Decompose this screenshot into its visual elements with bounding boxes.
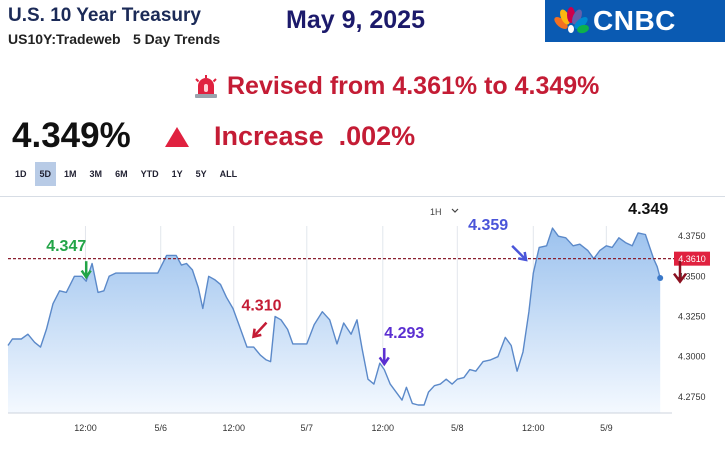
yield-chart: 1H 12:00 5/6 12:00 5/7 12:00 5/8 12:00 5/9 4.3750… <box>0 196 725 433</box>
date-label: May 9, 2025 <box>286 6 425 34</box>
annotation-arrow <box>511 244 528 261</box>
range-tab-5y[interactable]: 5Y <box>195 169 207 179</box>
series-line <box>7 227 661 406</box>
up-triangle-icon <box>165 127 189 147</box>
interval-selector[interactable]: 1H <box>430 207 442 217</box>
reference-label: 4.3610 <box>678 254 706 264</box>
reference-badge <box>674 251 710 266</box>
last-point-marker <box>657 274 664 281</box>
down-arrow-icon <box>673 272 687 284</box>
y-tick-label: 4.3750 <box>678 231 706 241</box>
range-tab-1y[interactable]: 1Y <box>171 169 183 179</box>
last-value-label: 4.349 <box>628 201 668 218</box>
annotation-label: 4.347 <box>46 238 86 255</box>
x-tick-label: 5/9 <box>600 423 613 433</box>
x-tick-label: 5/8 <box>451 423 464 433</box>
x-tick-label: 5/7 <box>301 423 314 433</box>
x-tick-label: 12:00 <box>74 423 97 433</box>
annotation-arrow <box>252 321 268 338</box>
change-text: Increase .002% <box>214 121 416 151</box>
range-tab-6m[interactable]: 6M <box>115 169 128 179</box>
siren-icon <box>195 74 217 98</box>
range-selector: 1D 5D 1M 3M 6M YTD 1Y 5Y ALL <box>10 162 245 186</box>
chevron-down-icon <box>451 208 459 213</box>
annotation-label: 4.310 <box>241 298 281 315</box>
range-tab-all[interactable]: ALL <box>219 169 238 179</box>
arrow-head-icon <box>378 356 390 367</box>
peacock-icon <box>554 7 589 34</box>
x-tick-label: 12:00 <box>372 423 395 433</box>
revision-note: Revised from 4.361% to 4.349% <box>193 72 599 101</box>
y-tick-label: 4.3500 <box>678 271 706 281</box>
y-tick-label: 4.2750 <box>678 392 706 402</box>
annotation-label: 4.293 <box>384 325 424 342</box>
cnbc-logo: CNBC <box>545 0 725 42</box>
y-tick-label: 4.3250 <box>678 312 706 322</box>
annotation-label: 4.359 <box>468 217 508 234</box>
trend-label: 5 Day Trends <box>133 31 221 47</box>
revision-text: Revised from 4.361% to 4.349% <box>227 72 600 100</box>
arrow-head-icon <box>252 328 262 339</box>
y-tick-label: 4.3000 <box>678 352 706 362</box>
range-tab-3m[interactable]: 3M <box>89 169 103 179</box>
x-tick-label: 12:00 <box>222 423 245 433</box>
arrow-head-icon <box>518 251 528 262</box>
series-area <box>8 228 661 413</box>
page-title: U.S. 10 Year Treasury <box>8 5 201 26</box>
range-tab-5d[interactable]: 5D <box>34 162 57 186</box>
ticker-symbol: US10Y:Tradeweb <box>8 31 121 47</box>
logo-text: CNBC <box>593 5 676 36</box>
last-price: 4.349% <box>12 116 131 155</box>
range-tab-ytd[interactable]: YTD <box>140 169 159 179</box>
range-tab-1m[interactable]: 1M <box>64 169 77 179</box>
x-tick-label: 5/6 <box>154 423 167 433</box>
arrow-head-icon <box>80 269 92 280</box>
range-tab-1d[interactable]: 1D <box>15 169 27 179</box>
x-tick-label: 12:00 <box>522 423 545 433</box>
